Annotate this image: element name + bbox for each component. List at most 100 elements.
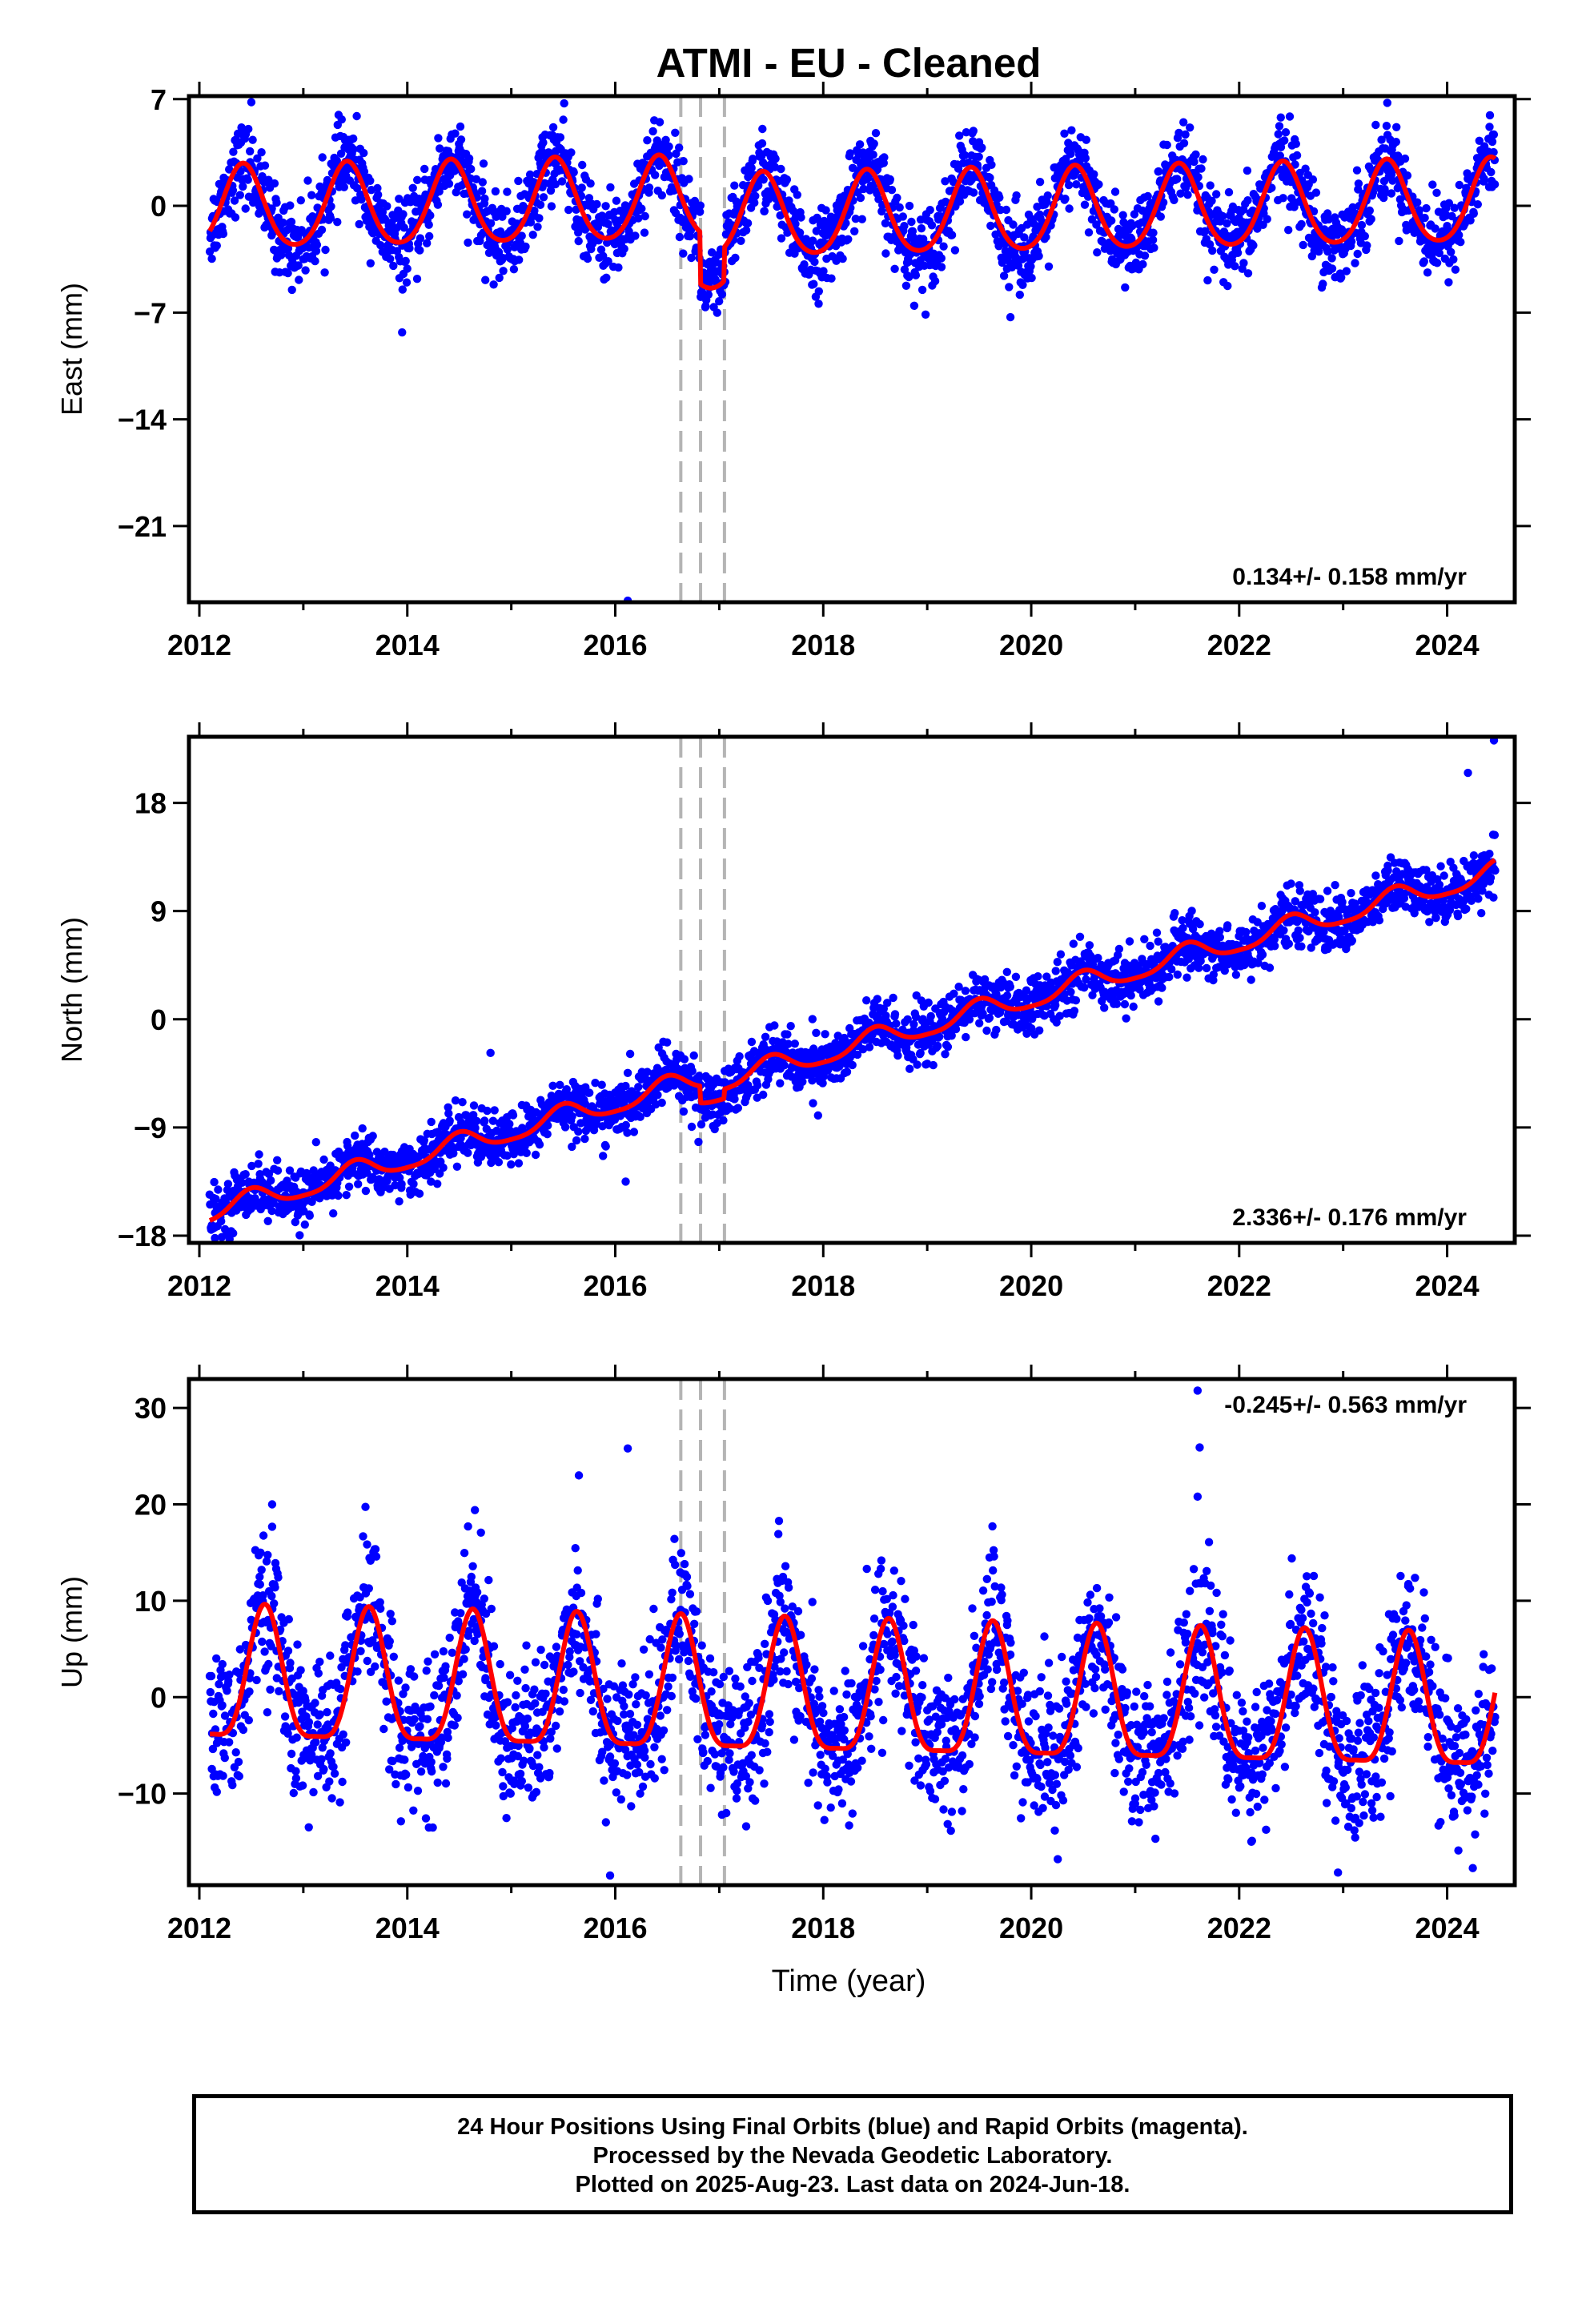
data-point: [643, 136, 652, 145]
data-point: [321, 245, 330, 255]
data-point: [1371, 120, 1380, 130]
data-point: [1075, 932, 1085, 942]
data-point: [1392, 123, 1401, 131]
data-point: [568, 1142, 576, 1152]
data-point: [444, 179, 454, 188]
data-point: [1365, 206, 1375, 215]
data-point: [329, 1209, 338, 1218]
data-point: [307, 191, 316, 199]
data-point: [785, 196, 793, 205]
data-point: [909, 1019, 918, 1029]
data-point: [444, 1109, 453, 1118]
data-point: [1297, 942, 1306, 951]
data-point: [985, 1013, 994, 1023]
data-point: [433, 1180, 442, 1188]
data-point: [623, 1128, 632, 1137]
data-point: [1280, 136, 1289, 145]
data-point: [809, 1099, 817, 1108]
data-point: [614, 263, 623, 272]
data-point: [663, 1038, 672, 1047]
data-point: [366, 259, 375, 267]
data-point: [986, 221, 995, 231]
data-point: [905, 201, 914, 211]
data-point: [507, 1160, 516, 1169]
data-point: [1210, 265, 1219, 274]
data-point: [568, 1112, 576, 1121]
data-point: [838, 254, 847, 263]
data-point: [760, 207, 769, 215]
data-point: [604, 219, 612, 228]
data-point: [260, 161, 270, 170]
data-point: [687, 1122, 697, 1132]
data-point: [905, 1064, 914, 1073]
data-point: [1148, 235, 1158, 244]
data-point: [949, 177, 958, 187]
data-point: [229, 147, 238, 156]
data-point: [1067, 126, 1076, 135]
data-point: [1206, 181, 1215, 190]
data-point: [254, 1160, 263, 1168]
data-point: [685, 231, 695, 241]
data-point: [241, 1170, 250, 1179]
data-point: [1279, 926, 1288, 935]
data-point: [1294, 926, 1303, 935]
data-point: [494, 247, 504, 257]
data-point: [947, 231, 957, 239]
data-point: [408, 183, 417, 192]
data-point: [574, 236, 583, 246]
data-point: [1207, 196, 1216, 205]
data-point: [1053, 958, 1062, 967]
data-point: [937, 263, 946, 271]
data-point: [223, 1180, 233, 1188]
data-point: [719, 1116, 728, 1125]
data-point: [1066, 149, 1075, 159]
data-point: [974, 152, 983, 161]
data-point: [283, 268, 292, 278]
data-point: [586, 179, 595, 188]
data-point: [396, 1173, 404, 1182]
data-point: [332, 156, 341, 165]
data-point: [856, 193, 865, 203]
data-point: [992, 1025, 1001, 1035]
data-point: [1265, 963, 1275, 972]
data-point: [398, 285, 407, 294]
data-point: [695, 1072, 705, 1081]
data-point: [1190, 157, 1199, 167]
data-point: [629, 1128, 639, 1136]
data-point: [777, 234, 786, 243]
data-point: [1428, 180, 1437, 189]
plot-area: [205, 737, 1500, 1243]
data-point: [574, 1127, 583, 1136]
data-point: [841, 219, 850, 227]
data-point: [263, 1216, 272, 1226]
panel-east: 2012 2014 2016 2018 2020 2022 202470−7−14−21Ea…: [55, 82, 1531, 661]
data-point: [1223, 921, 1232, 930]
data-point: [1352, 166, 1362, 175]
data-point: [1258, 950, 1267, 959]
data-point: [961, 987, 970, 995]
data-point: [927, 221, 937, 230]
data-point: [358, 1124, 367, 1133]
data-point: [551, 179, 560, 189]
data-point: [1158, 983, 1166, 992]
data-point: [412, 275, 422, 283]
data-point: [401, 256, 410, 266]
data-point: [1311, 188, 1321, 197]
data-point: [857, 215, 867, 223]
data-point: [492, 1126, 501, 1136]
data-point: [862, 996, 871, 1005]
data-point: [402, 278, 412, 287]
data-point: [889, 993, 897, 1003]
data-point: [562, 1085, 571, 1094]
data-point: [1249, 241, 1258, 250]
data-point: [604, 257, 612, 266]
data-point: [413, 175, 422, 184]
data-point: [560, 1123, 570, 1132]
data-point: [1473, 200, 1483, 209]
data-point: [426, 211, 435, 220]
data-point: [759, 175, 768, 184]
data-point: [1419, 257, 1429, 266]
data-point: [982, 1026, 991, 1035]
data-point: [1122, 1014, 1130, 1023]
data-point: [892, 1019, 901, 1028]
